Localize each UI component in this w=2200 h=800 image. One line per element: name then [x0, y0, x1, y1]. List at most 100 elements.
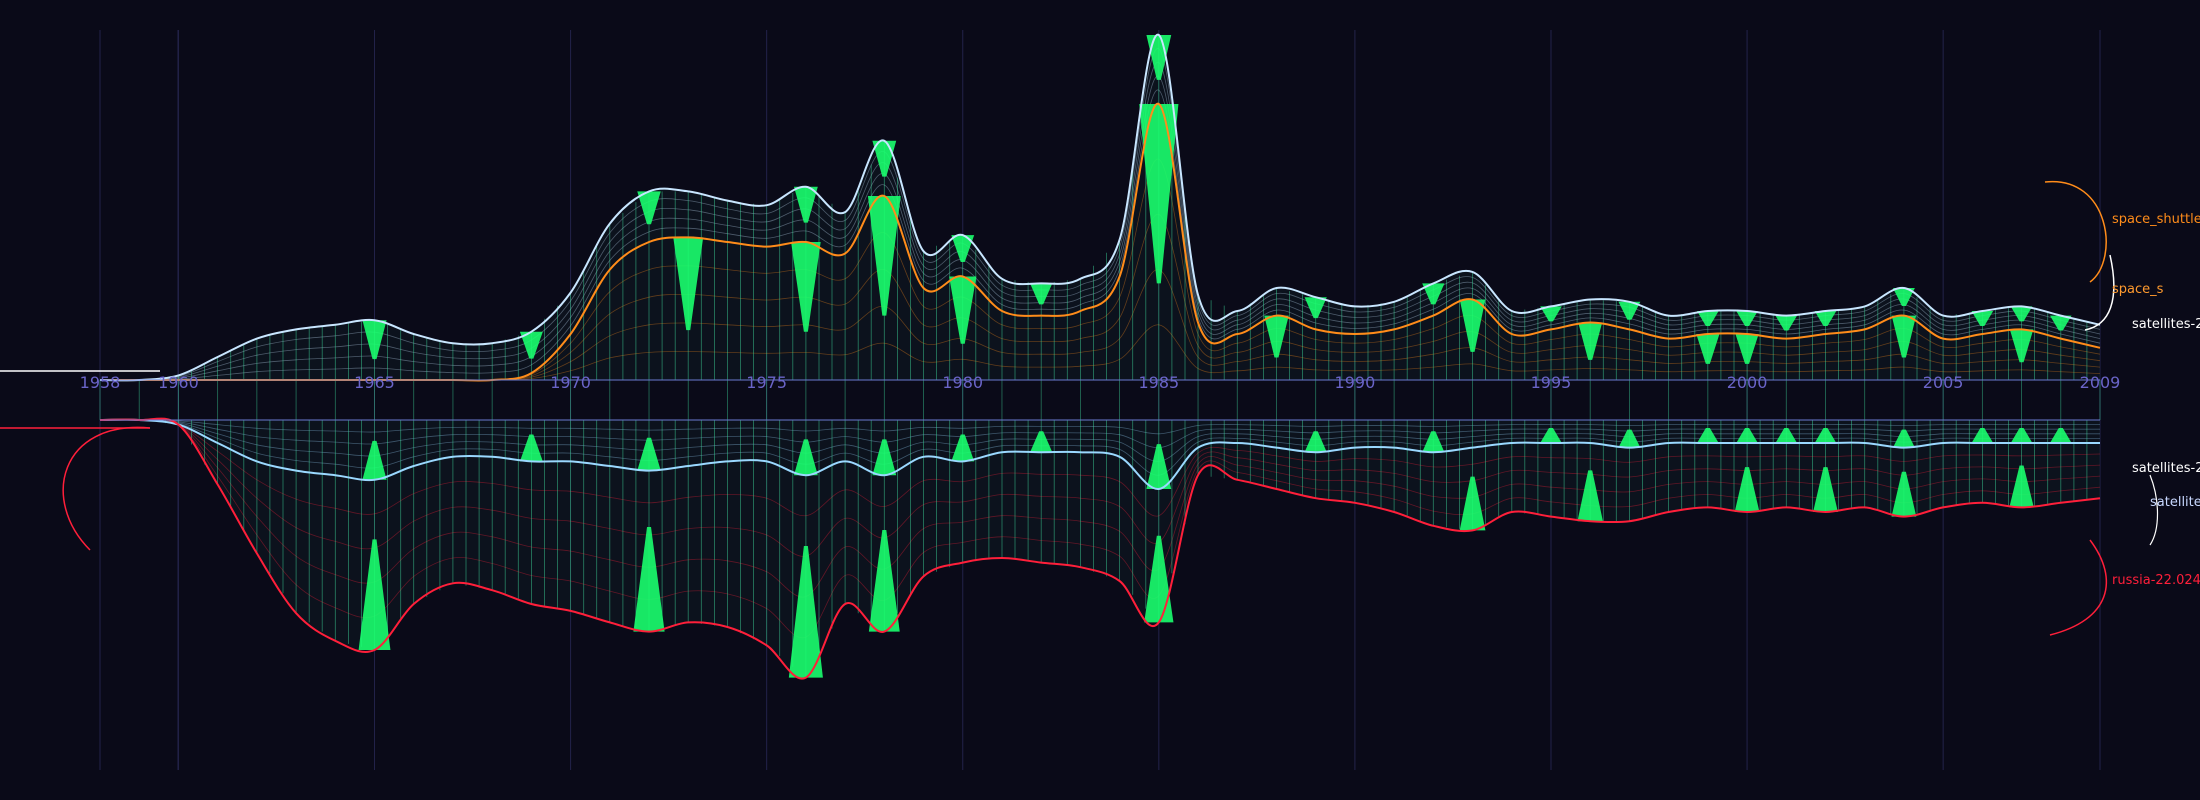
burst-mark: [1030, 283, 1053, 305]
stream-fill-t0: [100, 103, 2100, 381]
burst-mark: [2009, 329, 2034, 363]
burst-mark: [2049, 315, 2072, 331]
label-satellites: satellites: [2150, 495, 2200, 510]
burst-mark: [1540, 306, 1562, 322]
burst-mark: [1696, 334, 1720, 364]
burst-mark: [793, 186, 818, 223]
burst-mark: [872, 439, 897, 476]
burst-mark: [2049, 428, 2072, 443]
label-russia: russia-22.0245: [2112, 573, 2200, 588]
burst-mark: [519, 331, 543, 359]
stream-contour: [99, 419, 2101, 557]
year-label-2005: 2005: [1923, 373, 1964, 392]
burst-mark: [1891, 471, 1917, 517]
stream-fill-b0: [100, 419, 2100, 490]
burst-mark: [1422, 431, 1445, 453]
stream-contour: [99, 419, 2101, 598]
burst-mark: [1891, 315, 1917, 358]
burst-mark: [1736, 311, 1758, 326]
stream-outline-b0: [99, 418, 2100, 490]
left-red-hook: [62, 426, 151, 551]
year-label-1985: 1985: [1138, 373, 1179, 392]
stream-fill-t2: [100, 34, 2100, 381]
right-white-hook: [2084, 254, 2115, 331]
stream-contour: [99, 419, 2100, 435]
stream-fill-b2: [100, 418, 2100, 679]
right-red-hook: [2049, 539, 2108, 636]
burst-mark: [358, 539, 391, 650]
year-tick-labels: 1958 1960 1965 1970 1975 1980 1985 1990 1995 2000…: [80, 373, 2121, 392]
burst-mark: [1618, 301, 1641, 320]
decorative-curves: [0, 181, 2159, 636]
burst-mark: [868, 529, 900, 632]
stream-outlines: [99, 33, 2101, 680]
year-label-1990: 1990: [1335, 373, 1376, 392]
burst-mark: [1775, 428, 1798, 443]
burst-mark: [2010, 428, 2033, 443]
year-label-1995: 1995: [1531, 373, 1572, 392]
burst-mark: [1814, 311, 1837, 326]
burst-mark: [1735, 334, 1759, 364]
right-white-tail: [2149, 474, 2159, 546]
burst-mark: [793, 439, 818, 476]
year-label-1975: 1975: [746, 373, 787, 392]
burst-mark: [633, 526, 665, 632]
green-bursts: [358, 35, 2072, 678]
burst-mark: [1304, 431, 1327, 453]
right-orange-hook: [2044, 181, 2107, 283]
stream-contour: [99, 418, 2101, 639]
burst-mark: [2009, 465, 2034, 508]
burst-mark: [1577, 470, 1603, 522]
year-label-2000: 2000: [1727, 373, 1768, 392]
burst-mark: [1813, 467, 1838, 512]
year-label-1958: 1958: [80, 373, 121, 392]
burst-mark: [1892, 429, 1915, 448]
stream-outline-b2: [99, 417, 2101, 680]
burst-mark: [1540, 428, 1562, 443]
burst-mark: [1304, 297, 1327, 319]
burst-mark: [1892, 288, 1915, 306]
burst-mark: [637, 437, 661, 471]
burst-mark: [1459, 476, 1486, 531]
burst-mark: [951, 434, 975, 462]
burst-mark: [949, 276, 977, 344]
burst-mark: [1971, 428, 1994, 443]
year-label-1960: 1960: [158, 373, 199, 392]
label-space-shuttle: space_shuttle-2: [2112, 212, 2200, 227]
burst-mark: [1775, 315, 1798, 331]
burst-mark: [362, 320, 387, 360]
burst-mark: [1578, 322, 1603, 360]
burst-mark: [1422, 283, 1445, 305]
stream-contour: [99, 419, 2100, 476]
burst-mark: [1697, 311, 1719, 326]
vertical-gridlines: [99, 30, 2101, 770]
stream-contour: [99, 419, 2101, 449]
burst-mark: [867, 196, 901, 316]
year-label-1980: 1980: [942, 373, 983, 392]
burst-mark: [788, 546, 823, 678]
burst-mark: [1459, 299, 1486, 352]
burst-mark: [1697, 428, 1719, 443]
burst-mark: [1736, 428, 1758, 443]
burst-mark: [1618, 429, 1641, 448]
burst-mark: [1139, 104, 1179, 284]
burst-mark: [1146, 444, 1172, 489]
burst-mark: [673, 237, 704, 331]
burst-mark: [1971, 311, 1994, 326]
stream-contour: [99, 419, 2100, 462]
stream-outline-t2: [99, 33, 2101, 382]
label-satellites-top: satellites-2l: [2132, 317, 2200, 332]
burst-mark: [1030, 431, 1053, 453]
burst-mark: [637, 191, 661, 225]
burst-mark: [519, 434, 543, 462]
burst-mark: [951, 235, 975, 263]
label-space-s: space_s: [2112, 282, 2164, 297]
label-satellites-bottom: satellites-2l: [2132, 461, 2200, 476]
burst-mark: [1264, 315, 1289, 358]
stream-fills: [99, 34, 2101, 679]
stream-labels: space_shuttle-2 space_s satellites-2l sa…: [2112, 212, 2200, 588]
year-label-1970: 1970: [550, 373, 591, 392]
burst-mark: [2010, 306, 2033, 322]
